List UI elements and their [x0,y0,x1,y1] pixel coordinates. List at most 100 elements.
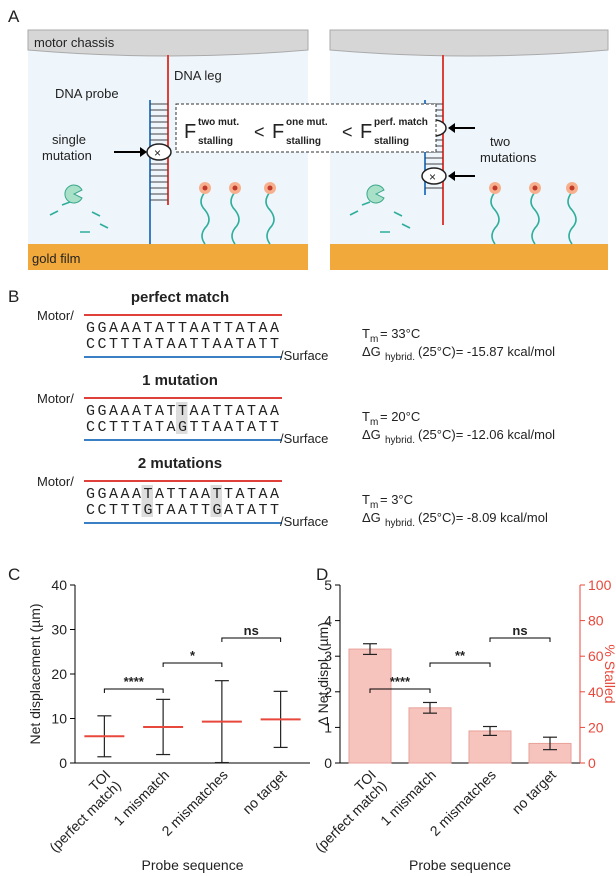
x-axis-title: Probe sequence [409,857,511,873]
y2-tick-label: 60 [588,648,604,664]
tm-value: = 33°C [380,326,420,341]
dg-sub: hybrid. [385,435,415,446]
y-tick-label: 10 [51,711,67,727]
y2-axis-title: % Stalled [602,644,616,703]
y2-tick-label: 100 [588,577,612,593]
significance-label: ns [244,623,259,638]
mutation-label: two [490,134,510,149]
formula-symbol: F [184,121,196,143]
tm-symbol: T [362,326,370,341]
bar [408,707,452,764]
tm-value: = 20°C [380,409,420,424]
duplex-title: 2 mutations [138,455,222,472]
y-axis-title: Δ Net displ. (µm) [315,622,331,726]
x-tick-label: no target [239,767,289,817]
svg-text:×: × [154,146,161,160]
tm-symbol: T [362,492,370,507]
formula-operator: < [254,122,265,142]
mutation-highlight [141,485,153,517]
bottom-sequence: CCTTTGTAATTGATATT [86,502,282,519]
tm-sub: m [370,417,378,428]
leg-label: DNA leg [174,68,222,83]
mutation-highlight [176,402,188,434]
formula-symbol: F [272,121,284,143]
svg-text:×: × [429,170,436,184]
formula-sub: stalling [286,136,321,147]
dg-value: (25°C)= -12.06 kcal/mol [418,427,555,442]
mutation-label: mutations [480,150,537,165]
y-tick-label: 4 [324,613,332,629]
bar [348,648,392,764]
panel-label: C [8,565,20,584]
y-tick-label: 3 [324,648,332,664]
top-sequence: GGAAATATTAATTATAA [86,403,282,420]
duplexes: perfect matchMotor/GGAAATATTAATTATAACCTT… [37,289,555,529]
formula-sub: stalling [374,136,409,147]
x-axis-title: Probe sequence [142,857,244,873]
probe-label: DNA probe [55,86,119,101]
dg-value: (25°C)= -8.09 kcal/mol [418,510,548,525]
chassis-label: motor chassis [34,35,115,50]
surface-label: /Surface [280,348,328,363]
formula-sup: two mut. [198,117,239,128]
y2-tick-label: 20 [588,719,604,735]
x-tick-label: no target [509,767,559,817]
significance-label: **** [124,674,145,689]
significance-bracket [489,637,551,642]
formula-operator: < [342,122,353,142]
y-tick-label: 2 [324,684,332,700]
tm-sub: m [370,334,378,345]
significance-bracket [429,662,491,667]
y-tick-label: 5 [324,577,332,593]
tm-value: = 3°C [380,492,413,507]
x-tick-group: TOI(perfect match) [312,767,390,855]
significance-label: ns [512,623,527,638]
y-tick-label: 1 [324,719,332,735]
surface-label: /Surface [280,431,328,446]
x-tick-group: no target [239,767,289,817]
x-tick-label: 1 mismatch [110,767,172,829]
bar [468,730,512,764]
top-sequence: GGAAATATTAATTATAA [86,486,282,503]
x-tick-group: TOI(perfect match) [46,767,124,855]
motor-label: Motor/ [37,474,74,489]
surface-label: /Surface [280,514,328,529]
top-sequence: GGAAATATTAATTATAA [86,320,282,337]
mutation-label: single [52,132,86,147]
panel-label: A [8,7,20,26]
y2-tick-label: 0 [588,755,596,771]
significance-bracket [221,637,282,642]
x-tick-label: 1 mismatch [377,767,439,829]
duplex-title: perfect match [131,289,229,306]
significance-label: * [190,648,196,663]
dg-symbol: ΔG [362,344,381,359]
tm-symbol: T [362,409,370,424]
mutation-highlight [210,485,222,517]
y2-tick-label: 80 [588,613,604,629]
significance-bracket [369,688,431,693]
mutation-label: mutation [42,148,92,163]
dg-sub: hybrid. [385,352,415,363]
formula-sup: perf. match [374,117,428,128]
dg-symbol: ΔG [362,510,381,525]
x-tick-group: 1 mismatch [110,767,172,829]
dg-symbol: ΔG [362,427,381,442]
dg-sub: hybrid. [385,518,415,529]
y-tick-label: 0 [59,755,67,771]
film-label: gold film [32,251,80,266]
x-tick-group: no target [509,767,559,817]
significance-label: **** [390,674,411,689]
formula-sup: one mut. [286,117,328,128]
formula-symbol: F [360,121,372,143]
panel-label: D [316,565,328,584]
motor-label: Motor/ [37,308,74,323]
dg-value: (25°C)= -15.87 kcal/mol [418,344,555,359]
bottom-sequence: CCTTTATAGTTAATATT [86,419,282,436]
duplex-title: 1 mutation [142,372,218,389]
bottom-sequence: CCTTTATAATTAATATT [86,336,282,353]
significance-bracket [162,662,223,667]
y-tick-label: 0 [324,755,332,771]
